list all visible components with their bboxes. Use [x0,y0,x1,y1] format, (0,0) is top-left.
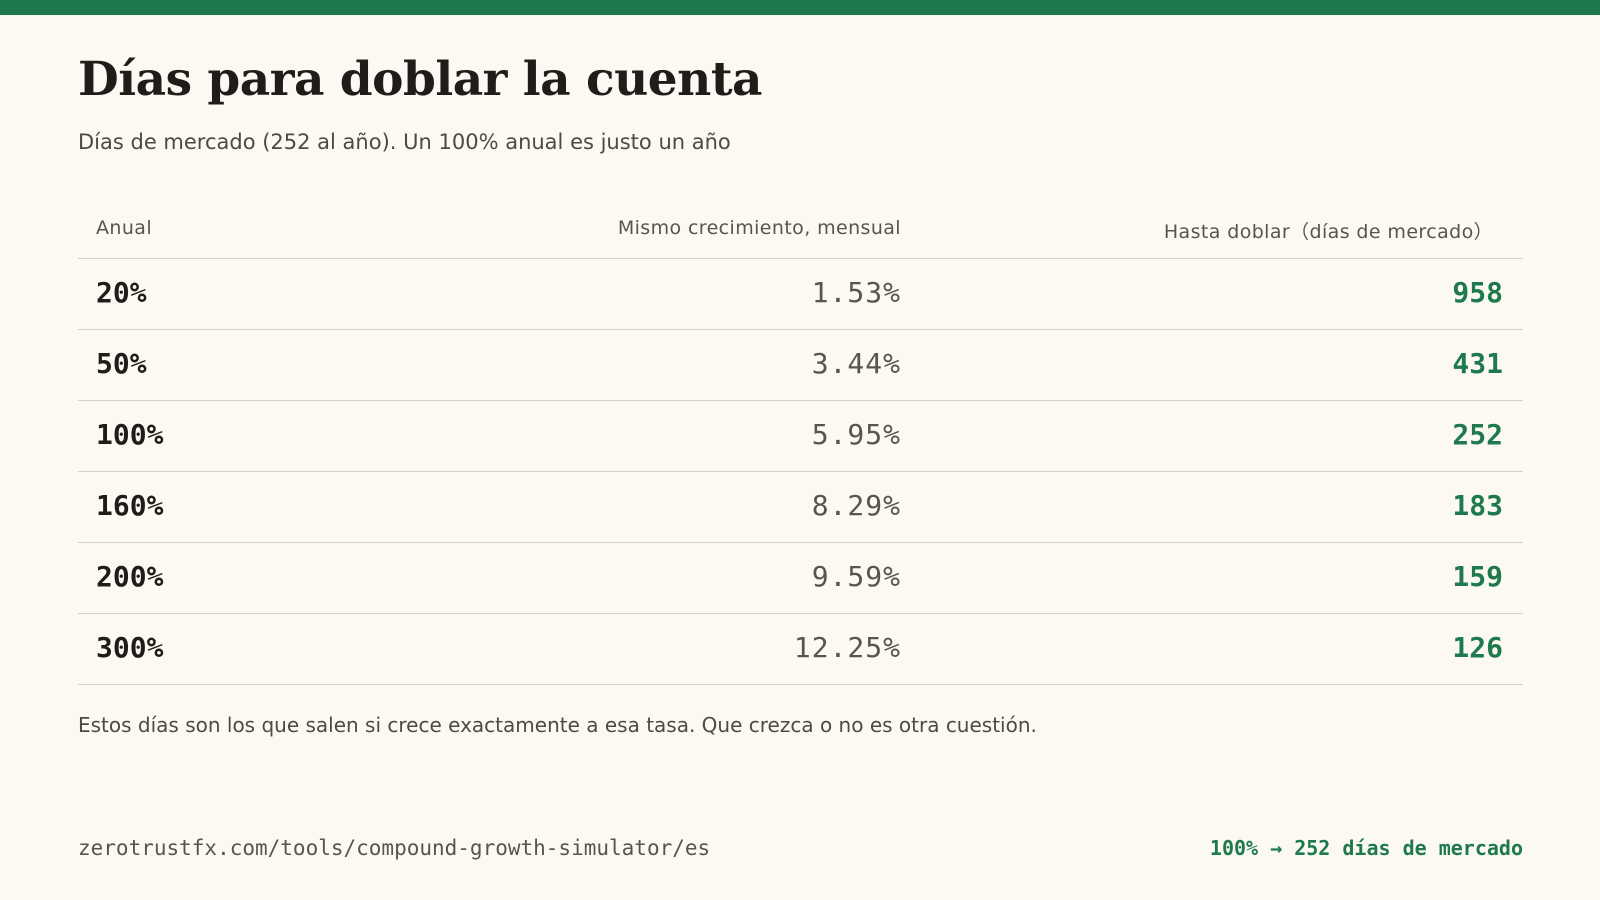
page-title: Días para doblar la cuenta [78,52,763,107]
table-row: 100% 5.95% 252 [78,401,1523,472]
annual-rate-cell: 160% [96,489,164,522]
table-row: 20% 1.53% 958 [78,259,1523,330]
days-to-double-cell: 126 [1452,631,1503,664]
monthly-rate-cell: 5.95% [811,418,901,451]
table-row: 160% 8.29% 183 [78,472,1523,543]
monthly-rate-cell: 3.44% [811,347,901,380]
monthly-rate-cell: 8.29% [811,489,901,522]
days-to-double-cell: 958 [1452,276,1503,309]
annual-rate-cell: 300% [96,631,164,664]
days-to-double-cell: 159 [1452,560,1503,593]
annual-rate-cell: 100% [96,418,164,451]
column-header-monthly: Mismo crecimiento, mensual [617,217,901,239]
monthly-rate-cell: 9.59% [811,560,901,593]
column-header-annual: Anual [96,217,153,239]
doubling-table: Anual Mismo crecimiento, mensual Hasta d… [78,201,1523,685]
days-to-double-cell: 252 [1452,418,1503,451]
monthly-rate-cell: 12.25% [793,631,901,664]
page-subtitle: Días de mercado (252 al año). Un 100% an… [78,130,731,154]
footer-url: zerotrustfx.com/tools/compound-growth-si… [78,836,711,860]
column-header-days: Hasta doblar（días de mercado） [1163,221,1493,243]
table-row: 300% 12.25% 126 [78,614,1523,685]
table-row: 50% 3.44% 431 [78,330,1523,401]
table-header: Anual Mismo crecimiento, mensual Hasta d… [78,201,1523,259]
days-to-double-cell: 431 [1452,347,1503,380]
annual-rate-cell: 50% [96,347,147,380]
annual-rate-cell: 20% [96,276,147,309]
footnote: Estos días son los que salen si crece ex… [78,713,1037,737]
days-to-double-cell: 183 [1452,489,1503,522]
table-row: 200% 9.59% 159 [78,543,1523,614]
monthly-rate-cell: 1.53% [811,276,901,309]
top-accent-bar [0,0,1600,15]
footer-callout: 100% → 252 días de mercado [1209,836,1523,860]
annual-rate-cell: 200% [96,560,164,593]
